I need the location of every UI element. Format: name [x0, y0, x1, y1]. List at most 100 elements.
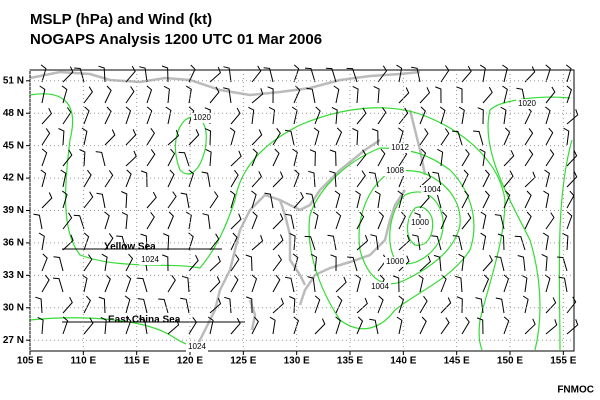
x-tick-label: 115 E [124, 356, 150, 367]
wind-barb [524, 171, 536, 188]
wind-barb [417, 274, 424, 293]
wind-barb [246, 296, 253, 314]
wind-barb [188, 129, 200, 146]
wind-barb [397, 190, 404, 209]
wind-barb [125, 106, 132, 125]
wind-barb [263, 67, 274, 83]
wind-barb [356, 316, 364, 335]
wind-barb [245, 254, 253, 272]
wind-barb [314, 295, 321, 314]
wind-barb [480, 211, 487, 230]
wind-barb [335, 316, 341, 335]
wind-barb [334, 190, 341, 209]
wind-barb [209, 276, 221, 293]
wind-barb [369, 318, 379, 335]
wind-barb [314, 106, 321, 125]
coastline [408, 109, 427, 176]
wind-barb [165, 106, 172, 125]
wind-barb [307, 276, 316, 293]
wind-barb [83, 232, 90, 251]
wind-barb [461, 169, 469, 188]
wind-barb [524, 190, 532, 209]
wind-barb [458, 253, 465, 272]
wind-barb [452, 235, 463, 251]
wind-barb [125, 150, 137, 167]
wind-barb [524, 318, 536, 335]
wind-barb [188, 316, 198, 335]
wind-barb [503, 274, 510, 293]
wind-barb [230, 150, 242, 167]
x-tick-label: 120 E [177, 356, 203, 367]
wind-barb [125, 316, 132, 335]
wind-barb [35, 296, 43, 314]
wind-barb [524, 66, 536, 83]
wind-barb [356, 234, 369, 251]
wind-barb [230, 317, 241, 335]
wind-barb [482, 274, 490, 293]
wind-barb [167, 211, 174, 230]
wind-barb [305, 193, 316, 209]
wind-barb [566, 109, 579, 125]
isobar-label: 1000 [386, 257, 404, 266]
place-label: East China Sea [108, 315, 181, 326]
wind-barb [517, 255, 526, 272]
wind-barb [346, 67, 358, 83]
wind-barb [146, 128, 156, 146]
wind-barb [335, 295, 343, 314]
wind-barb [524, 211, 532, 230]
wind-barb [330, 254, 337, 272]
wind-barb [53, 256, 64, 272]
wind-barb [83, 169, 92, 188]
wind-barb [502, 85, 508, 104]
wind-barb [62, 296, 73, 314]
wind-barb [314, 318, 326, 335]
wind-barb [356, 170, 366, 188]
wind-barb [557, 256, 568, 272]
wind-barb [396, 316, 403, 335]
y-tick-label: 30 N [3, 302, 24, 313]
wind-barb [482, 254, 493, 272]
title: MSLP (hPa) and Wind (kt) [30, 11, 212, 28]
wind-barb [83, 317, 94, 335]
wind-barb [209, 191, 219, 209]
isobar-label: 1020 [193, 113, 211, 122]
wind-barb [230, 254, 240, 272]
wind-barb [333, 85, 340, 104]
isobar [558, 139, 573, 351]
wind-barb [230, 232, 238, 251]
wind-barb [503, 316, 510, 335]
wind-barb [566, 319, 579, 335]
wind-barb [545, 64, 551, 83]
wind-barb [251, 65, 262, 83]
wind-barb [461, 190, 470, 209]
wind-barb [188, 64, 196, 83]
wind-barb [289, 296, 296, 314]
wind-barb [431, 193, 442, 209]
wind-barb [545, 212, 555, 230]
wind-barb [544, 274, 551, 293]
isobar-label-bg [384, 166, 406, 176]
coastline [193, 138, 381, 351]
wind-barb [146, 149, 156, 167]
wind-barb [104, 85, 112, 104]
coastline [29, 70, 421, 97]
wind-barb [269, 316, 276, 335]
wind-barb [104, 211, 110, 230]
wind-barb [73, 214, 85, 230]
wind-barb [313, 127, 320, 146]
wind-barb [264, 192, 274, 209]
wind-barb [455, 275, 463, 293]
wind-barb [543, 190, 550, 209]
wind-barb [473, 130, 484, 146]
wind-barb [293, 169, 300, 188]
wind-barb [125, 253, 134, 272]
wind-barb [251, 148, 258, 167]
wind-barb [562, 233, 569, 251]
wind-barb [251, 274, 258, 293]
wind-barb [293, 191, 304, 209]
wind-barb [61, 85, 68, 104]
wind-barb [188, 106, 195, 125]
wind-barb [251, 211, 258, 230]
wind-barb [293, 316, 299, 335]
wind-barb [188, 232, 194, 251]
